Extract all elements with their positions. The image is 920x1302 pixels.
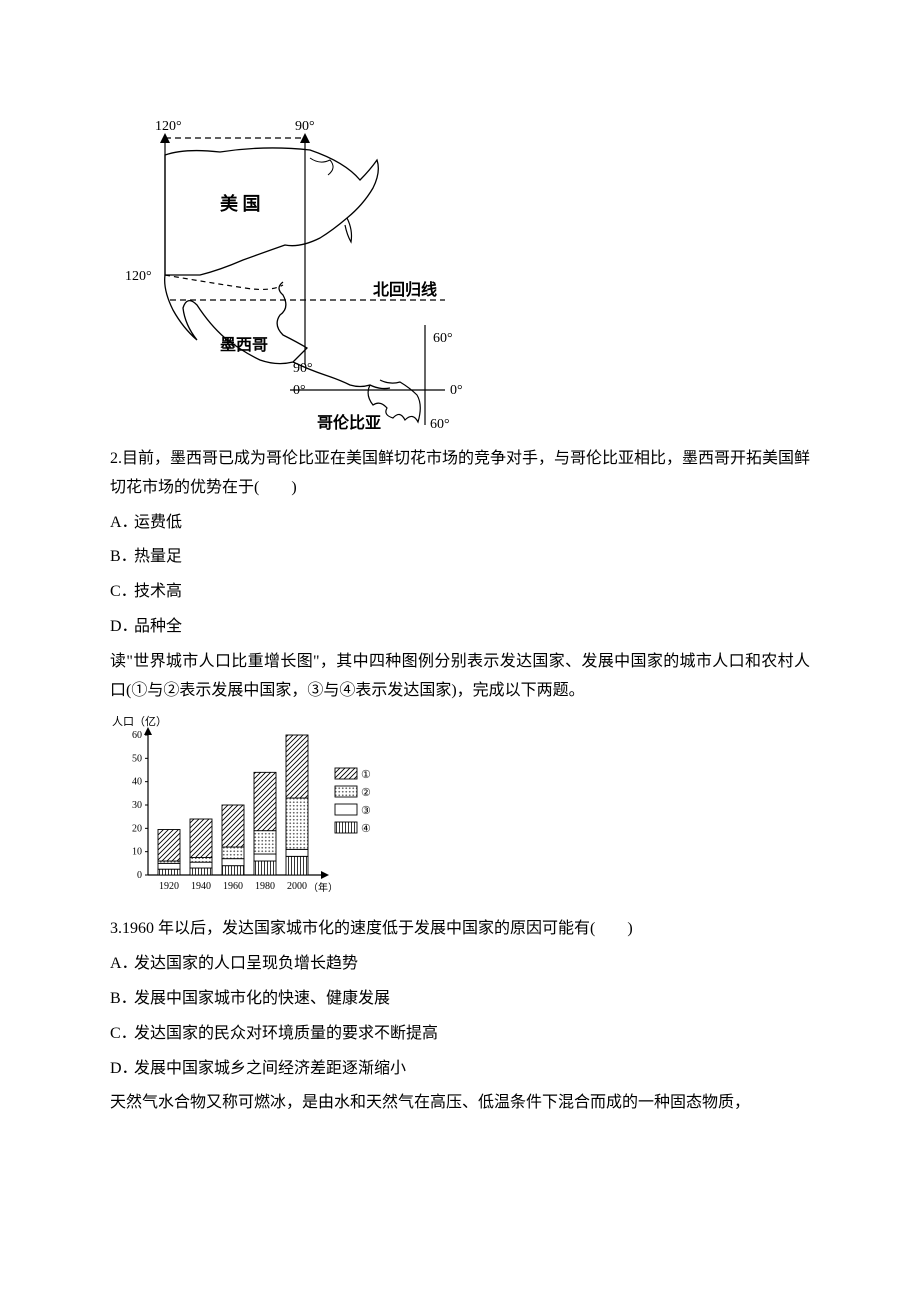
map-lon120-top: 120° — [155, 119, 182, 134]
chart-figure: 人口（亿） 0 10 20 30 40 50 60 1920 1940 1960 1980 2000… — [110, 713, 390, 903]
svg-text:1980: 1980 — [255, 881, 275, 892]
q2-option-a: A．运费低 — [110, 509, 810, 538]
svg-text:③: ③ — [361, 805, 371, 817]
q2-stem: 2.目前，墨西哥已成为哥伦比亚在美国鲜切花市场的竞争对手，与哥伦比亚相比，墨西哥… — [110, 445, 810, 503]
chart-legend: ① ② ③ ④ — [335, 768, 371, 835]
q2-option-c: C．技术高 — [110, 578, 810, 607]
svg-text:②: ② — [361, 787, 371, 799]
svg-text:10: 10 — [132, 847, 142, 858]
svg-text:1920: 1920 — [159, 881, 179, 892]
chart-bars — [158, 735, 308, 875]
svg-text:50: 50 — [132, 754, 142, 765]
chart-yticks: 0 10 20 30 40 50 60 — [132, 730, 148, 881]
map-mexico-label: 墨西哥 — [220, 336, 268, 354]
q2-option-b: B．热量足 — [110, 543, 810, 572]
map-lon60-bot: 60° — [430, 417, 450, 430]
chart-xlabel-suffix: （年） — [308, 881, 338, 894]
map-tropic-label: 北回归线 — [373, 280, 437, 299]
q3-option-b-text: 发展中国家城市化的快速、健康发展 — [134, 990, 390, 1007]
svg-text:40: 40 — [132, 777, 142, 788]
map-lon120-left: 120° — [125, 269, 152, 284]
map-lon90-bot: 90° — [293, 361, 313, 376]
q3-option-c-text: 发达国家的民众对环境质量的要求不断提高 — [134, 1025, 438, 1042]
svg-text:0: 0 — [137, 870, 142, 881]
map-lon90-top: 90° — [295, 119, 315, 134]
map-lat0-left: 0° — [293, 383, 306, 398]
q2-option-d: D．品种全 — [110, 613, 810, 642]
svg-text:1960: 1960 — [223, 881, 243, 892]
chart-intro: 读"世界城市人口比重增长图"，其中四种图例分别表示发达国家、发展中国家的城市人口… — [110, 648, 810, 706]
svg-text:30: 30 — [132, 800, 142, 811]
footer-para: 天然气水合物又称可燃冰，是由水和天然气在高压、低温条件下混合而成的一种固态物质， — [110, 1089, 810, 1118]
q3-option-d: D．发展中国家城乡之间经济差距逐渐缩小 — [110, 1055, 810, 1084]
chart-xlabels: 1920 1940 1960 1980 2000 — [159, 881, 307, 892]
q2-option-b-text: 热量足 — [134, 548, 182, 565]
q2-option-a-text: 运费低 — [134, 514, 182, 531]
map-svg: 120° 90° 120° 美 国 北回归线 墨西哥 90° 60° 0° 0°… — [125, 110, 465, 430]
svg-text:20: 20 — [132, 824, 142, 835]
svg-text:④: ④ — [361, 823, 371, 835]
q3-stem: 3.1960 年以后，发达国家城市化的速度低于发展中国家的原因可能有( ) — [110, 915, 810, 944]
chart-svg: 人口（亿） 0 10 20 30 40 50 60 1920 1940 1960 1980 2000… — [110, 713, 390, 903]
chart-ylabel: 人口（亿） — [112, 715, 167, 728]
q3-option-a: A．发达国家的人口呈现负增长趋势 — [110, 950, 810, 979]
map-lat0-right: 0° — [450, 383, 463, 398]
svg-text:60: 60 — [132, 730, 142, 741]
map-colombia-label: 哥伦比亚 — [317, 413, 381, 430]
map-lon60-right: 60° — [433, 331, 453, 346]
q3-option-b: B．发展中国家城市化的快速、健康发展 — [110, 985, 810, 1014]
map-usa-label: 美 国 — [220, 193, 261, 214]
q3-option-a-text: 发达国家的人口呈现负增长趋势 — [134, 955, 358, 972]
svg-text:①: ① — [361, 769, 371, 781]
q2-option-c-text: 技术高 — [134, 583, 182, 600]
q3-option-c: C．发达国家的民众对环境质量的要求不断提高 — [110, 1020, 810, 1049]
map-figure: 120° 90° 120° 美 国 北回归线 墨西哥 90° 60° 0° 0°… — [125, 110, 465, 430]
svg-text:1940: 1940 — [191, 881, 211, 892]
q2-option-d-text: 品种全 — [134, 618, 182, 635]
q3-option-d-text: 发展中国家城乡之间经济差距逐渐缩小 — [134, 1060, 406, 1077]
svg-text:2000: 2000 — [287, 881, 307, 892]
